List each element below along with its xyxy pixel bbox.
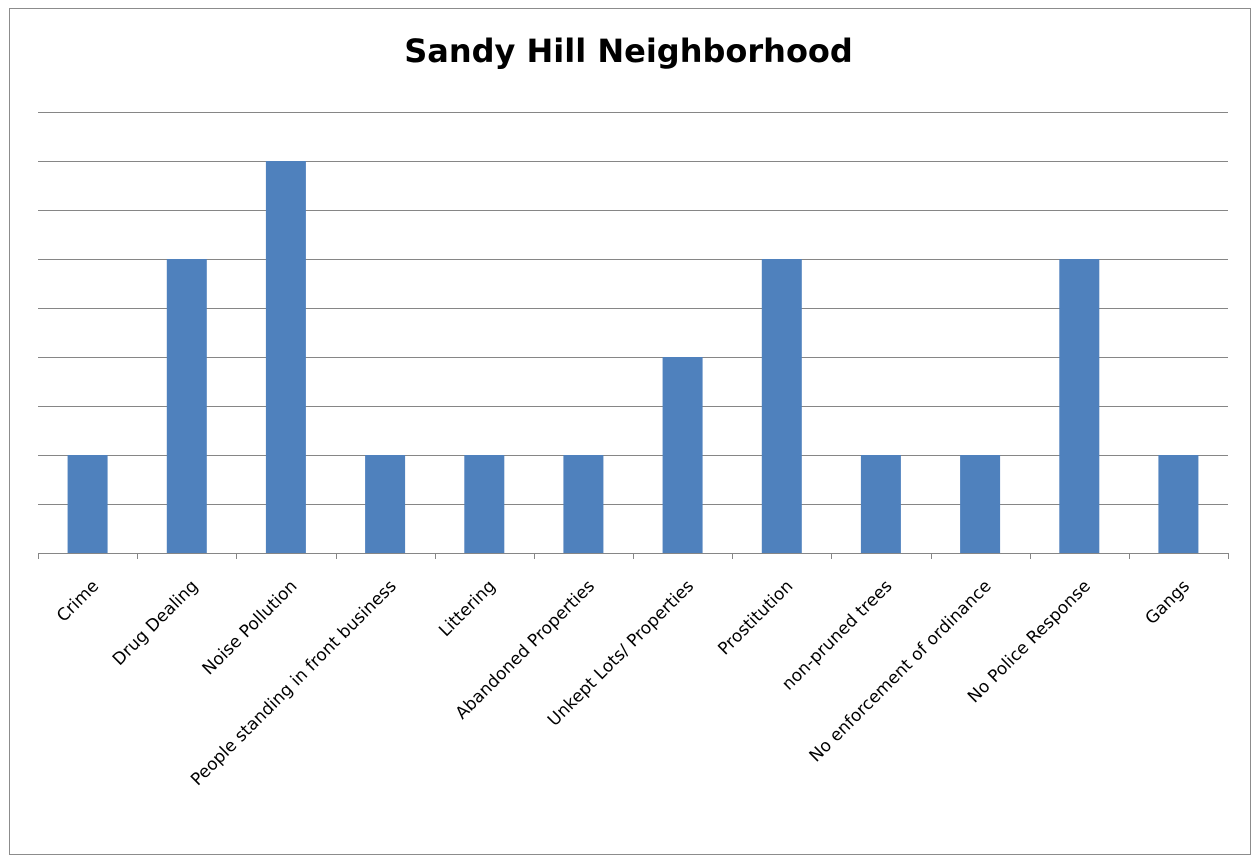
gridlines [38, 112, 1228, 505]
x-tick-label: People standing in front business [187, 576, 401, 790]
bars [67, 161, 1199, 553]
bar-8 [860, 455, 901, 553]
x-tick-label: non-pruned trees [778, 576, 896, 694]
bar-0 [67, 455, 108, 553]
x-axis [38, 553, 1229, 559]
bar-6 [662, 357, 703, 553]
x-tick-label: Crime [53, 576, 103, 626]
bar-2 [265, 161, 306, 553]
chart-title: Sandy Hill Neighborhood [404, 32, 853, 70]
bar-11 [1158, 455, 1199, 553]
bar-1 [166, 259, 207, 553]
x-tick-label: No enforcement of ordinance [806, 576, 996, 766]
x-tick-label: Gangs [1142, 576, 1194, 628]
x-tick-label: Prostitution [714, 576, 797, 659]
bar-9 [960, 455, 1001, 553]
bar-5 [563, 455, 604, 553]
x-tick-label: Drug Dealing [109, 576, 202, 669]
bar-10 [1059, 259, 1100, 553]
bar-7 [761, 259, 802, 553]
bar-4 [464, 455, 505, 553]
x-tick-label: Littering [435, 576, 500, 641]
chart-frame [9, 8, 1251, 855]
x-tick-label: Noise Pollution [199, 576, 302, 679]
bar-3 [365, 455, 406, 553]
